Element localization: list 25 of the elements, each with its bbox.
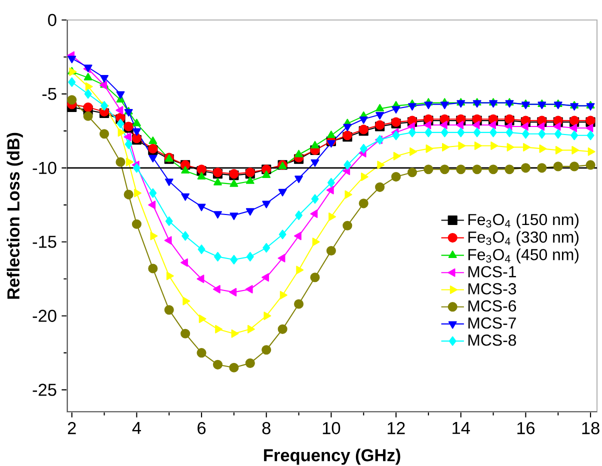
x-tick-label: 2	[68, 422, 76, 434]
y-tick-label: -20	[32, 310, 56, 322]
y-tick-label: -15	[32, 236, 56, 248]
legend-label: MCS-7	[468, 317, 516, 329]
x-axis-title: Frequency (GHz)	[264, 448, 400, 465]
legend-label: MCS-1	[468, 266, 516, 278]
legend-label: Fe$_{3}$O$_{4}$ (450 nm)	[468, 248, 578, 264]
x-tick-label: 8	[262, 422, 270, 434]
y-axis-title: Reflection Loss (dB)	[6, 132, 23, 299]
y-tick-label: 0	[48, 14, 56, 26]
y-tick-label: -5	[42, 88, 56, 100]
legend-label: Fe$_{3}$O$_{4}$ (330 nm)	[468, 231, 578, 246]
x-tick-label: 12	[388, 422, 405, 434]
legend-label: MCS-6	[468, 300, 516, 312]
x-tick-label: 16	[517, 422, 535, 434]
x-tick-label: 4	[132, 422, 141, 434]
y-tick-label: -10	[32, 162, 56, 174]
x-tick-label: 6	[198, 422, 206, 434]
x-tick-label: 14	[452, 422, 470, 434]
legend-label: MCS-3	[468, 283, 516, 294]
legend-label: MCS-8	[468, 334, 516, 346]
y-tick-label: -25	[32, 384, 56, 396]
legend-label: Fe$_{3}$O$_{4}$ (150 nm)	[468, 213, 578, 228]
x-tick-label: 18	[582, 422, 600, 434]
x-tick-label: 10	[322, 422, 340, 434]
